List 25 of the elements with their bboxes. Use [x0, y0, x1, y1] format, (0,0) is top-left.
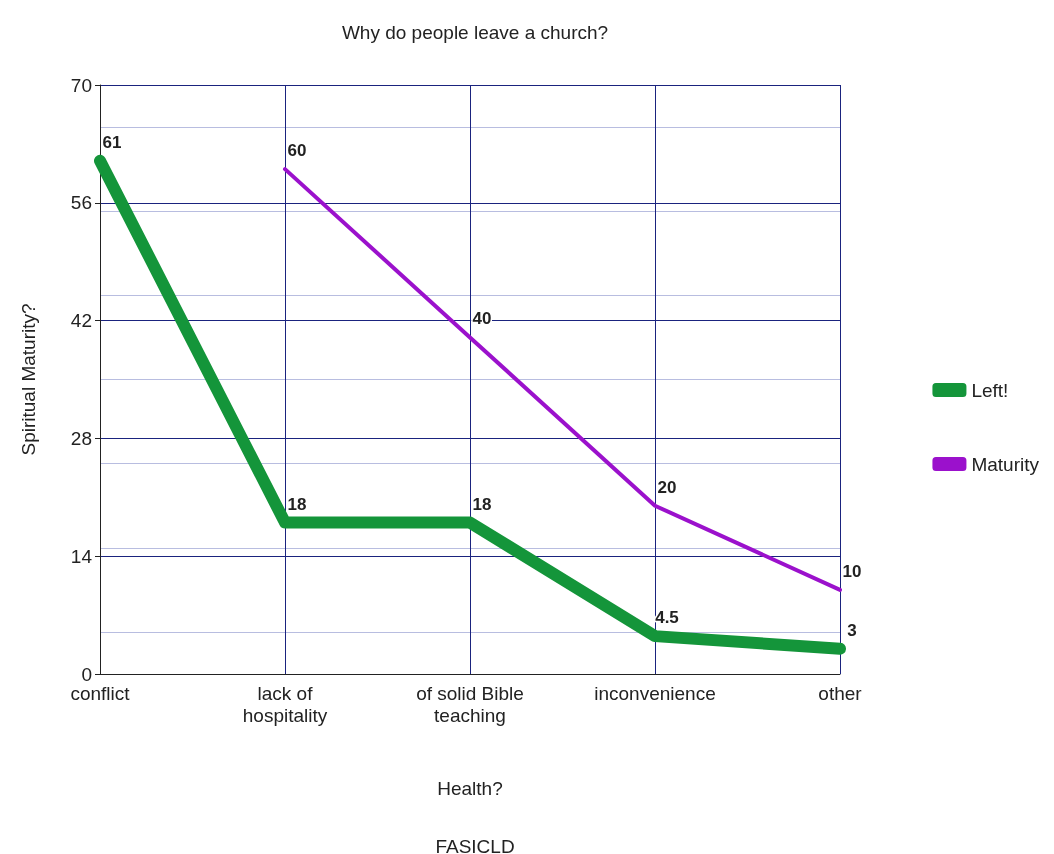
- chart-title: Why do people leave a church?: [341, 22, 609, 43]
- data-label: 60: [287, 141, 307, 161]
- data-label: 18: [472, 494, 492, 514]
- data-label: 20: [657, 477, 677, 497]
- y-tick-label: 70: [70, 74, 92, 96]
- y-axis-title: Spiritual Maturity?: [18, 303, 39, 456]
- data-label: 61: [102, 132, 122, 152]
- text: FASICLD: [435, 836, 515, 854]
- x-tick-label: inconvenience: [594, 682, 716, 704]
- data-label: 18: [287, 494, 307, 514]
- y-tick-label: 28: [70, 427, 92, 449]
- x-tick-label: other: [818, 682, 863, 704]
- x-tick-label: conflict: [70, 682, 131, 704]
- y-tick-label: 14: [70, 545, 93, 567]
- data-label: 10: [842, 561, 862, 581]
- y-tick-label: 42: [70, 310, 92, 332]
- legend-label: Left!: [971, 379, 1009, 401]
- x-tick-label: lack of hospitality: [242, 682, 328, 726]
- line-series: [283, 167, 842, 592]
- legend-label: Maturity: [971, 453, 1040, 475]
- data-label: 3: [847, 620, 857, 640]
- x-axis-title: Health?: [437, 778, 503, 799]
- y-tick-label: 56: [70, 192, 92, 214]
- x-tick-label: of solid Bible teaching: [416, 682, 524, 726]
- y-tick-label: 0: [81, 663, 92, 685]
